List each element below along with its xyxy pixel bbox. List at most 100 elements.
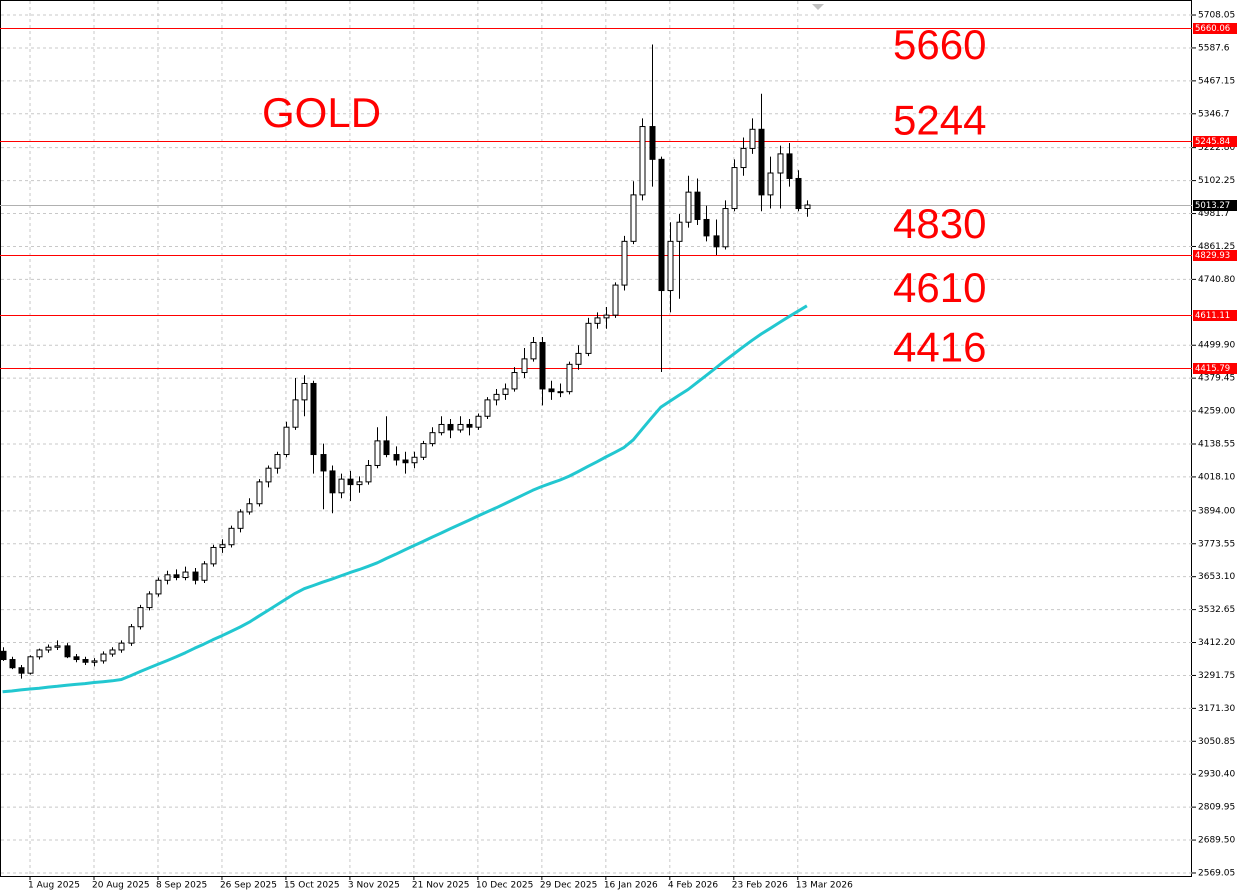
y-tick-label: 3653.10 (1198, 572, 1235, 582)
candle-body (539, 341, 546, 390)
x-tick-label: 16 Jan 2026 (604, 881, 658, 891)
level-label: 4415.79 (1195, 364, 1230, 374)
candle-body (173, 574, 180, 579)
x-tick-label: 4 Feb 2026 (668, 881, 719, 891)
x-tick-label: 1 Aug 2025 (28, 881, 80, 891)
level-tag (1193, 250, 1237, 261)
x-tick-label: 8 Sep 2025 (156, 881, 207, 891)
y-tick-label: 3894.00 (1198, 506, 1235, 516)
candle-body (228, 527, 235, 546)
candle-body (585, 322, 592, 354)
candle-body (192, 571, 199, 581)
candle-body (566, 363, 573, 393)
y-tick-label: 4018.10 (1198, 472, 1235, 482)
candle-body (740, 147, 747, 169)
candle-body (429, 432, 436, 445)
y-tick-label: 3171.30 (1198, 704, 1235, 714)
candle-body (137, 607, 144, 628)
plot-frame (0, 0, 1192, 877)
candle-body (274, 454, 281, 469)
x-tick-label: 15 Oct 2025 (284, 881, 340, 891)
last-price-label: 5013.27 (1195, 201, 1230, 211)
y-tick-label: 2569.05 (1198, 868, 1235, 878)
candle-body (411, 456, 418, 464)
x-tick-label: 21 Nov 2025 (412, 881, 470, 891)
y-tick-label: 4740.80 (1198, 275, 1235, 285)
level-label: 4829.93 (1195, 251, 1230, 261)
candle-body (45, 646, 52, 651)
chart-title: GOLD (262, 89, 381, 136)
level-annotation: 5244 (893, 96, 986, 143)
y-tick-label: 4981.7 (1198, 209, 1230, 219)
candle-body (786, 153, 793, 179)
level-tag (1193, 310, 1237, 321)
y-tick-label: 2689.50 (1198, 836, 1235, 846)
candle-body (484, 399, 491, 417)
candle-body (493, 393, 500, 401)
y-tick-label: 3050.85 (1198, 737, 1235, 747)
level-tag (1193, 136, 1237, 147)
level-label: 5660.06 (1195, 24, 1230, 34)
candle-body (630, 194, 637, 242)
candle-body (347, 478, 354, 486)
candle-body (703, 218, 710, 237)
candle-body (128, 626, 135, 644)
candle-body (210, 546, 217, 565)
candle-body (603, 314, 610, 319)
candle-body (292, 399, 299, 428)
y-tick-label: 4499.90 (1198, 341, 1235, 351)
candle-body (109, 649, 116, 655)
candle-body (301, 382, 308, 401)
candle-body (237, 511, 244, 529)
candle-body (27, 656, 34, 674)
candle-body (383, 440, 390, 456)
candle-body (749, 128, 756, 149)
y-tick-label: 4379.45 (1198, 374, 1235, 384)
candle-body (612, 284, 619, 316)
candle-body (475, 415, 482, 428)
candle-body (374, 440, 381, 466)
candle-body (246, 503, 253, 513)
candle-body (521, 358, 528, 374)
candle-body (457, 423, 464, 431)
x-tick-label: 3 Nov 2025 (348, 881, 400, 891)
y-tick-label: 2930.40 (1198, 770, 1235, 780)
candle-body (64, 645, 71, 658)
candle-body (420, 443, 427, 458)
y-tick-label: 5346.7 (1198, 109, 1230, 119)
candle-body (557, 391, 564, 394)
x-tick-label: 23 Feb 2026 (732, 881, 788, 891)
candle-body (694, 191, 701, 220)
candle-body (758, 128, 765, 196)
level-tag (1193, 363, 1237, 374)
candle-body (201, 563, 208, 581)
candle-body (594, 317, 601, 324)
y-tick-label: 5708.05 (1198, 11, 1235, 21)
candle-body (283, 426, 290, 456)
y-tick-label: 4138.55 (1198, 439, 1235, 449)
candle-body (0, 650, 7, 661)
x-tick-label: 20 Aug 2025 (92, 881, 150, 891)
candle-body (18, 667, 25, 674)
candle-body (466, 423, 473, 428)
level-label: 5245.84 (1195, 137, 1230, 147)
y-tick-label: 4259.00 (1198, 407, 1235, 417)
y-tick-label: 3532.65 (1198, 605, 1235, 615)
y-tick-label: 5222.80 (1198, 143, 1235, 153)
candle-body (658, 158, 665, 292)
candle-body (365, 464, 372, 483)
candle-body (639, 126, 646, 196)
x-tick-label: 13 Mar 2026 (796, 881, 853, 891)
candle-body (795, 177, 802, 210)
y-tick-label: 5467.15 (1198, 76, 1235, 86)
level-label: 4611.11 (1195, 311, 1230, 321)
candle-body (219, 544, 226, 548)
candle-body (575, 352, 582, 365)
candle-body (118, 642, 125, 651)
candle-body (146, 593, 153, 609)
last-price-tag (1193, 200, 1237, 211)
candle-body (36, 649, 43, 658)
y-tick-label: 3291.75 (1198, 671, 1235, 681)
level-annotation: 4830 (893, 200, 986, 247)
